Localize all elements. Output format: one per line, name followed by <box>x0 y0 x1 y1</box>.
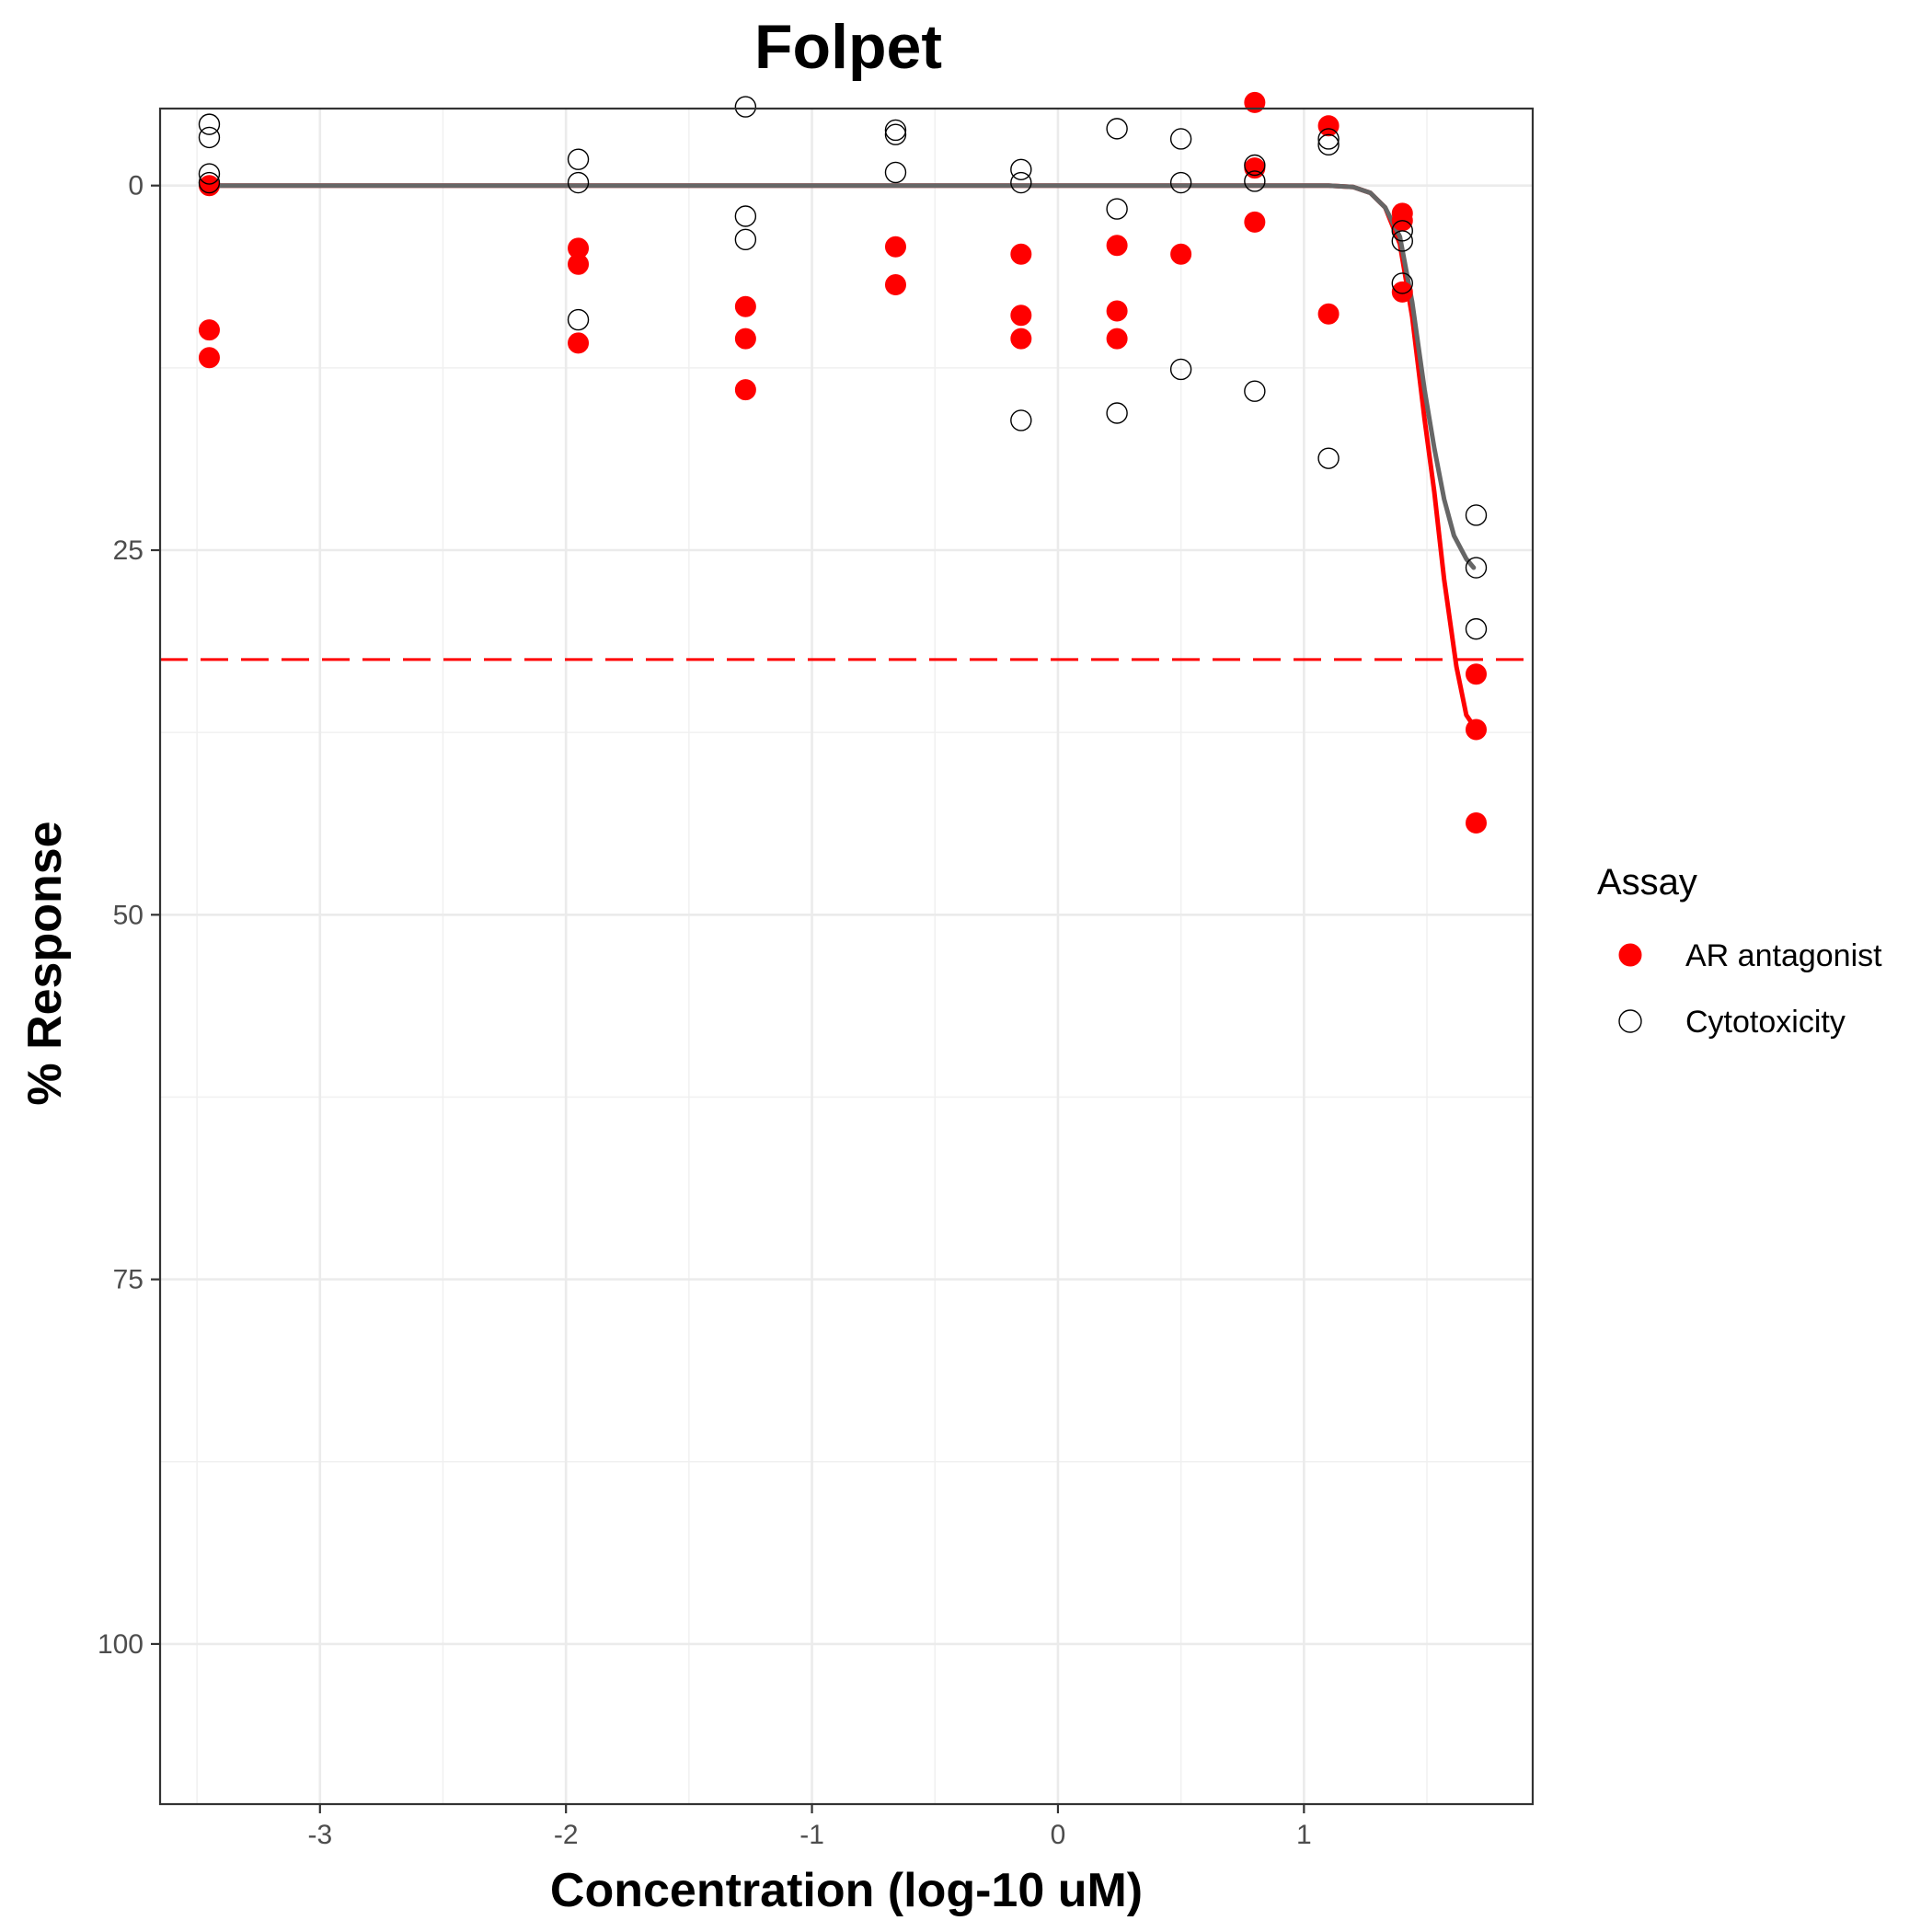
legend-key-ar-antagonist <box>1618 943 1642 967</box>
x-tick-label: 0 <box>1051 1820 1066 1850</box>
cytotoxicity-point <box>1106 402 1128 424</box>
cytotoxicity-point <box>1317 128 1340 150</box>
cytotoxicity-point <box>1106 118 1128 140</box>
ar-antagonist-point <box>1106 235 1128 257</box>
ar-antagonist-point <box>1106 300 1128 322</box>
ar-antagonist-point <box>1466 719 1488 741</box>
cytotoxicity-point <box>1391 272 1413 294</box>
cytotoxicity-point <box>198 126 221 149</box>
cytotoxicity-point <box>734 228 757 251</box>
cytotoxicity-point <box>1106 198 1128 220</box>
y-tick-label: 0 <box>128 171 144 201</box>
ar-antagonist-point <box>1466 663 1488 685</box>
cytotoxicity-point <box>734 96 757 118</box>
ar-antagonist-point <box>1317 115 1340 137</box>
cytotoxicity-point <box>1244 154 1266 177</box>
cytotoxicity-point <box>1169 358 1192 381</box>
cytotoxicity-point <box>1391 220 1413 242</box>
cytotoxicity-point <box>567 148 590 170</box>
ar-antagonist-point <box>1010 328 1032 350</box>
cytotoxicity-point <box>1010 171 1032 194</box>
cytotoxicity-point <box>1317 133 1340 156</box>
cytotoxicity-point <box>1169 128 1192 150</box>
cytotoxicity-point <box>1465 617 1488 640</box>
cytotoxicity-point <box>1244 380 1266 402</box>
x-axis-title: Concentration (log-10 uM) <box>550 1864 1143 1917</box>
x-tick-label: -1 <box>799 1820 824 1850</box>
cytotoxicity-point <box>1169 171 1192 194</box>
ar-antagonist-point <box>734 379 756 401</box>
cytotoxicity-point <box>198 171 221 194</box>
cytotoxicity-point <box>1465 504 1488 526</box>
legend-label-cytotoxicity: Cytotoxicity <box>1685 1005 1846 1040</box>
cytotoxicity-point <box>1391 230 1413 252</box>
ar-antagonist-point <box>1391 281 1413 303</box>
cytotoxicity-point <box>1317 447 1340 469</box>
axis-ticks <box>151 184 1305 1813</box>
fit-curves <box>207 183 1478 732</box>
y-axis-title: % Response <box>18 821 72 1105</box>
cytotoxicity-point <box>884 119 907 142</box>
ar-antagonist-point <box>1010 305 1032 327</box>
y-tick-label: 100 <box>98 1629 144 1660</box>
y-tick-label: 75 <box>113 1265 144 1295</box>
ar-antagonist-point <box>734 328 756 350</box>
cytotoxicity-point <box>567 308 590 331</box>
plot-panel-border <box>158 107 1535 1806</box>
y-tick-label: 50 <box>113 900 144 930</box>
ar-antagonist-point <box>1466 811 1488 834</box>
y-tick-label: 25 <box>113 535 144 566</box>
legend: Assay AR antagonist Cytotoxicity <box>1597 862 1882 1040</box>
cytotoxicity-point <box>198 113 221 135</box>
ar-antagonist-point <box>568 332 590 354</box>
cytotoxicity-point <box>1465 557 1488 579</box>
ar-antagonist-point <box>1317 303 1340 325</box>
cytotoxicity-fit-curve <box>207 183 1477 570</box>
ar-antagonist-point <box>198 347 220 369</box>
major-gridlines <box>160 109 1533 1804</box>
chart-title: Folpet <box>754 12 942 82</box>
ar-antagonist-point <box>1244 211 1266 233</box>
legend-label-ar-antagonist: AR antagonist <box>1685 938 1882 973</box>
cytotoxicity-point <box>198 163 221 185</box>
ar-antagonist-point <box>568 253 590 275</box>
ar-antagonist-point <box>1106 328 1128 350</box>
ar-antagonist-point <box>884 273 906 295</box>
ar-antagonist-point <box>884 236 906 258</box>
legend-title: Assay <box>1597 862 1697 903</box>
cytotoxicity-point <box>567 171 590 194</box>
cytotoxicity-point <box>884 123 907 145</box>
ar-antagonist-point <box>198 319 220 341</box>
ar-antagonist-point <box>1244 91 1266 113</box>
ar-antagonist-point <box>734 295 756 317</box>
x-tick-label: -2 <box>554 1820 579 1850</box>
cytotoxicity-point <box>884 161 907 184</box>
legend-key-cytotoxicity <box>1618 1009 1642 1033</box>
cytotoxicity-point <box>1244 170 1266 192</box>
y-tick-labels: 0 25 50 75 100 <box>98 171 144 1660</box>
cytotoxicity-point <box>1010 158 1032 180</box>
cytotoxicity-point <box>1010 409 1032 431</box>
ar-antagonist-point <box>1170 243 1192 265</box>
x-tick-labels: -3 -2 -1 0 1 <box>307 1820 1311 1850</box>
legend-keys <box>1618 943 1642 1033</box>
ar-antagonist-point <box>1010 243 1032 265</box>
cytotoxicity-point <box>734 205 757 227</box>
x-tick-label: 1 <box>1296 1820 1312 1850</box>
x-tick-label: -3 <box>307 1820 332 1850</box>
data-points <box>198 91 1488 834</box>
